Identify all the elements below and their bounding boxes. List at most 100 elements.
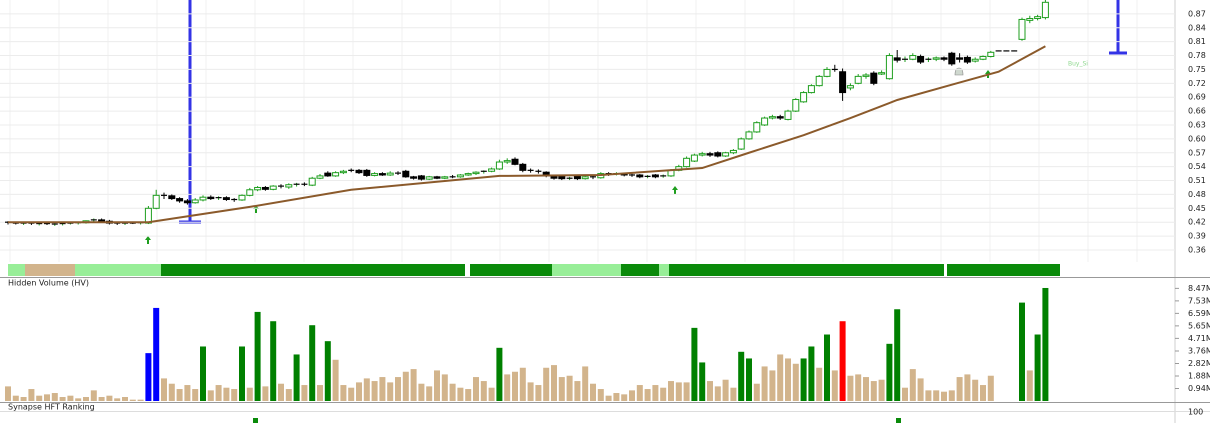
candle-body [854, 75, 862, 84]
candle-body [636, 174, 644, 178]
candle-body [191, 199, 199, 204]
vertical-grid [9, 0, 1138, 262]
candle-body [269, 185, 277, 190]
candle-body [651, 174, 659, 178]
candle-body [722, 152, 730, 157]
candle-body [371, 173, 379, 176]
candle-body [1026, 18, 1034, 21]
candle-body [956, 57, 964, 60]
volume-bar [878, 379, 885, 401]
volume-bar [465, 389, 472, 401]
volume-bar [613, 393, 620, 401]
volume-bar [917, 378, 924, 401]
volume-bar [605, 395, 612, 401]
candle-body [909, 55, 917, 60]
volume-bar [746, 358, 752, 401]
candle-body [784, 110, 792, 120]
volume-bar [629, 390, 635, 401]
y-tick-label: 0.87 [1188, 9, 1206, 18]
y-tick-label: 0.42 [1188, 218, 1206, 227]
ranking-bar-tip [253, 418, 258, 423]
candle-body [285, 184, 293, 188]
volume-bar [863, 377, 869, 401]
candle-body [332, 172, 340, 177]
volume-bar [418, 383, 425, 401]
candle-body [807, 85, 815, 94]
volume-bar [551, 365, 557, 401]
volume-bar [925, 390, 932, 401]
annotation: Buy_Si [1068, 61, 1088, 68]
volume-bar [114, 398, 121, 401]
candle-body [870, 72, 878, 84]
candle-body [846, 85, 854, 89]
volume-bar [691, 327, 698, 401]
volume-bar [348, 387, 355, 401]
candle-body [979, 55, 987, 60]
volume-bar [129, 399, 136, 401]
band-segment [659, 264, 669, 276]
volume-bar [106, 395, 113, 401]
volume-bar [800, 358, 807, 401]
candle-body [495, 161, 503, 170]
y-tick-label: 8.47M [1188, 284, 1210, 293]
volume-bar [558, 377, 565, 401]
volume-bar [668, 381, 674, 401]
y-tick-label: 0.57 [1188, 148, 1206, 157]
candle-body [745, 131, 753, 140]
volume-bar [902, 387, 908, 401]
volume-bar [145, 353, 152, 401]
volume-bar [356, 382, 362, 401]
volume-bar [90, 390, 97, 401]
volume-bar [566, 375, 573, 401]
volume-bar [512, 371, 518, 401]
band-segment [621, 264, 659, 276]
candle-body [940, 57, 948, 60]
volume-bar [535, 385, 542, 401]
candle-body [98, 219, 106, 222]
volume-bar [293, 354, 300, 401]
volume-bar [207, 390, 214, 401]
y-tick-label: 100 [1188, 408, 1203, 417]
candle-body [386, 172, 394, 176]
ranking-bar-tip [896, 418, 901, 423]
volume-bar [816, 367, 823, 401]
volume-bar [909, 369, 916, 401]
volume-bar [301, 385, 308, 401]
candle-body [893, 57, 901, 61]
volume-bar [488, 387, 495, 401]
volume-bar [371, 381, 378, 401]
candle-body [402, 170, 410, 178]
y-tick-label: 3.76M [1188, 347, 1210, 356]
candle-body [339, 170, 347, 174]
volume-bar [231, 389, 238, 401]
volume-bar [972, 379, 979, 401]
volume-bar [675, 382, 682, 401]
candle-body [1041, 1, 1049, 19]
volume-bar [582, 366, 589, 401]
candle-body [254, 186, 262, 191]
candle-body [1018, 18, 1026, 40]
candle-body [410, 176, 418, 179]
volume-bar [161, 378, 167, 401]
y-tick-label: 0.78 [1188, 51, 1206, 60]
moving-average [8, 45, 1046, 224]
volume-bar [597, 389, 604, 401]
volume-bar [956, 377, 963, 401]
volume-bar [714, 386, 721, 401]
band-segment [552, 264, 621, 276]
candle-body [152, 194, 160, 209]
volume-bar [51, 393, 58, 401]
volume-bar [262, 386, 269, 401]
volume-bar [980, 385, 986, 401]
volume-bar [332, 359, 339, 401]
y-tick-label: 0.54 [1188, 162, 1206, 171]
volume-bar [270, 321, 277, 401]
volume-bar [496, 347, 503, 401]
band-segment [947, 264, 1060, 276]
panel-title: Synapse HFT Ranking [8, 403, 95, 412]
volume-bar [644, 389, 651, 401]
y-tick-label: 4.71M [1188, 334, 1210, 343]
volume-bar [761, 366, 768, 401]
candle-body [815, 75, 823, 87]
